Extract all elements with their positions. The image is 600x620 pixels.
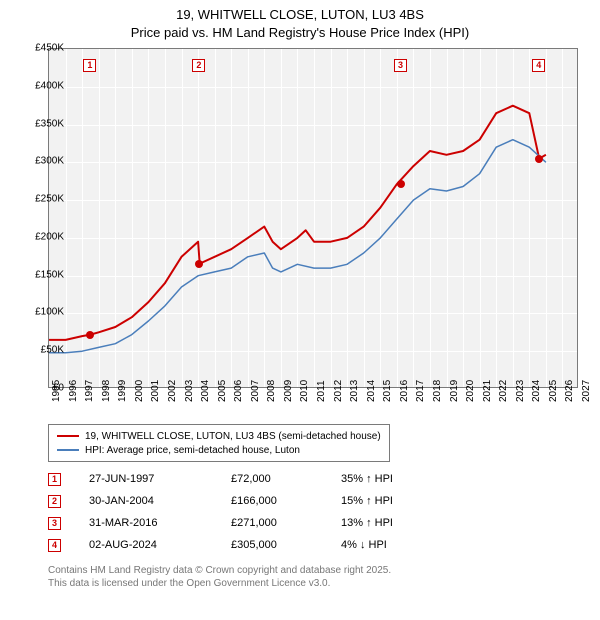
legend-swatch (57, 449, 79, 451)
y-tick-label: £200K (20, 231, 64, 242)
chart-plot-area: 1 2 3 4 (48, 48, 578, 388)
x-tick-label: 1998 (101, 380, 112, 402)
table-price: £166,000 (231, 495, 341, 507)
y-tick-label: £350K (20, 118, 64, 129)
x-tick-label: 2008 (266, 380, 277, 402)
y-tick-label: £450K (20, 43, 64, 54)
title-line-1: 19, WHITWELL CLOSE, LUTON, LU3 4BS (0, 6, 600, 24)
footer-line-1: Contains HM Land Registry data © Crown c… (48, 564, 391, 577)
transaction-marker-box: 2 (192, 59, 205, 72)
x-tick-label: 2024 (531, 380, 542, 402)
footer-attribution: Contains HM Land Registry data © Crown c… (48, 564, 391, 590)
legend-box: 19, WHITWELL CLOSE, LUTON, LU3 4BS (semi… (48, 424, 390, 462)
x-tick-label: 1997 (84, 380, 95, 402)
table-date: 30-JAN-2004 (89, 495, 231, 507)
title-line-2: Price paid vs. HM Land Registry's House … (0, 24, 600, 42)
legend-row: 19, WHITWELL CLOSE, LUTON, LU3 4BS (semi… (57, 429, 381, 443)
x-tick-label: 2022 (498, 380, 509, 402)
x-tick-label: 2011 (316, 380, 327, 402)
footer-line-2: This data is licensed under the Open Gov… (48, 577, 391, 590)
x-tick-label: 2002 (167, 380, 178, 402)
x-tick-label: 2003 (184, 380, 195, 402)
x-tick-label: 1995 (51, 380, 62, 402)
chart-container: 19, WHITWELL CLOSE, LUTON, LU3 4BS Price… (0, 0, 600, 620)
transaction-marker-box: 1 (83, 59, 96, 72)
table-row: 2 30-JAN-2004£166,00015% ↑ HPI (48, 490, 461, 512)
x-tick-label: 2020 (465, 380, 476, 402)
table-marker: 2 (48, 495, 61, 508)
title-block: 19, WHITWELL CLOSE, LUTON, LU3 4BS Price… (0, 0, 600, 41)
series-line (49, 140, 546, 353)
y-tick-label: £100K (20, 307, 64, 318)
x-tick-label: 2001 (150, 380, 161, 402)
legend-label: 19, WHITWELL CLOSE, LUTON, LU3 4BS (semi… (85, 431, 381, 442)
table-price: £271,000 (231, 517, 341, 529)
table-hpi: 15% ↑ HPI (341, 495, 461, 507)
x-tick-label: 2017 (415, 380, 426, 402)
chart-lines-svg (49, 49, 579, 389)
table-marker: 4 (48, 539, 61, 552)
x-tick-label: 2025 (548, 380, 559, 402)
legend-row: HPI: Average price, semi-detached house,… (57, 443, 381, 457)
table-hpi: 35% ↑ HPI (341, 473, 461, 485)
x-tick-label: 2027 (581, 380, 592, 402)
x-tick-label: 2006 (233, 380, 244, 402)
x-tick-label: 2009 (283, 380, 294, 402)
x-tick-label: 2015 (382, 380, 393, 402)
y-tick-label: £400K (20, 80, 64, 91)
transaction-dot (86, 331, 94, 339)
series-line (49, 106, 546, 340)
table-date: 27-JUN-1997 (89, 473, 231, 485)
table-date: 31-MAR-2016 (89, 517, 231, 529)
table-marker: 1 (48, 473, 61, 486)
y-tick-label: £150K (20, 269, 64, 280)
table-date: 02-AUG-2024 (89, 539, 231, 551)
x-tick-label: 2012 (333, 380, 344, 402)
x-tick-label: 2019 (449, 380, 460, 402)
x-tick-label: 2010 (299, 380, 310, 402)
table-row: 3 31-MAR-2016£271,00013% ↑ HPI (48, 512, 461, 534)
table-hpi: 13% ↑ HPI (341, 517, 461, 529)
legend-swatch (57, 435, 79, 437)
table-price: £72,000 (231, 473, 341, 485)
transaction-marker-box: 3 (394, 59, 407, 72)
x-tick-label: 2026 (564, 380, 575, 402)
x-tick-label: 2013 (349, 380, 360, 402)
x-tick-label: 2021 (482, 380, 493, 402)
table-row: 4 02-AUG-2024£305,0004% ↓ HPI (48, 534, 461, 556)
x-tick-label: 1996 (68, 380, 79, 402)
y-tick-label: £50K (20, 345, 64, 356)
y-tick-label: £300K (20, 156, 64, 167)
transaction-dot (535, 155, 543, 163)
x-tick-label: 2023 (515, 380, 526, 402)
transaction-dot (195, 260, 203, 268)
table-price: £305,000 (231, 539, 341, 551)
x-tick-label: 2004 (200, 380, 211, 402)
legend-label: HPI: Average price, semi-detached house,… (85, 445, 300, 456)
x-tick-label: 2005 (217, 380, 228, 402)
table-hpi: 4% ↓ HPI (341, 539, 461, 551)
x-tick-label: 2018 (432, 380, 443, 402)
x-tick-label: 2014 (366, 380, 377, 402)
table-row: 1 27-JUN-1997£72,00035% ↑ HPI (48, 468, 461, 490)
x-tick-label: 1999 (117, 380, 128, 402)
transaction-table: 1 27-JUN-1997£72,00035% ↑ HPI 2 30-JAN-2004… (48, 468, 461, 556)
y-tick-label: £250K (20, 194, 64, 205)
x-tick-label: 2007 (250, 380, 261, 402)
transaction-marker-box: 4 (532, 59, 545, 72)
x-tick-label: 2016 (399, 380, 410, 402)
table-marker: 3 (48, 517, 61, 530)
x-tick-label: 2000 (134, 380, 145, 402)
